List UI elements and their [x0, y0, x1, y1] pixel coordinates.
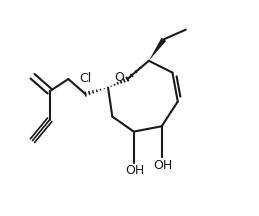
- Text: Cl: Cl: [79, 72, 92, 85]
- Text: O: O: [114, 71, 124, 84]
- Polygon shape: [149, 38, 166, 61]
- Text: OH: OH: [125, 164, 145, 177]
- Text: OH: OH: [153, 159, 172, 172]
